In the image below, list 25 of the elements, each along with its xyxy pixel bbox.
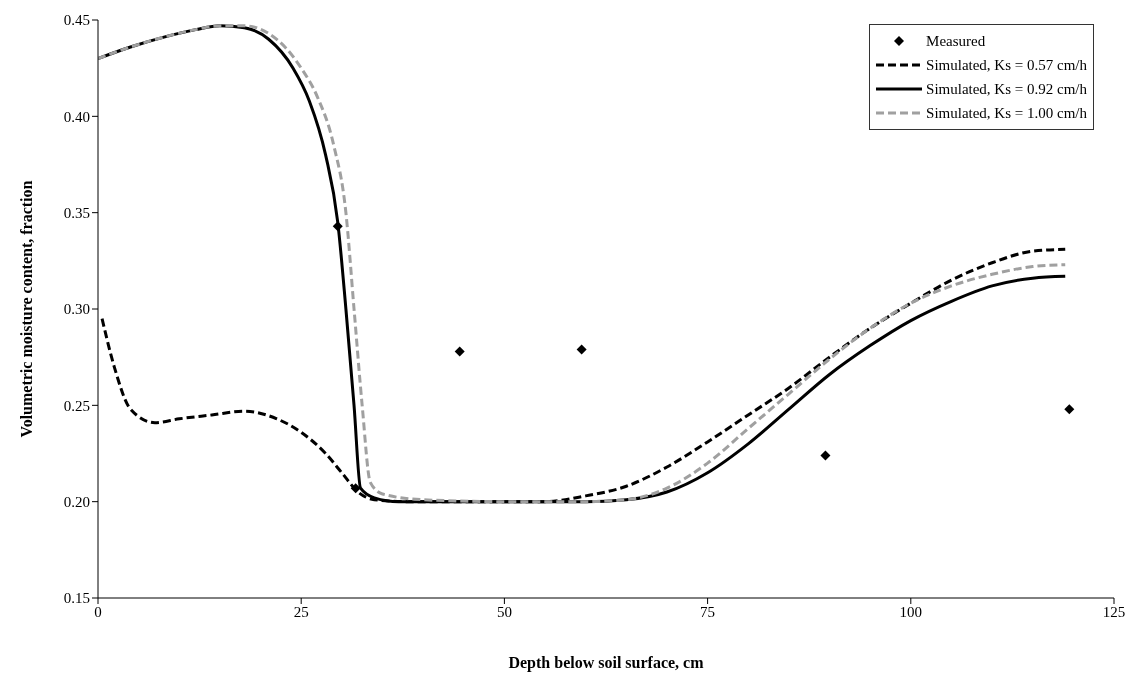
x-tick-label: 0 (94, 603, 102, 620)
legend-label: Simulated, Ks = 0.57 cm/h (926, 56, 1087, 74)
x-tick-label: 75 (700, 603, 716, 620)
x-tick-label: 50 (496, 603, 512, 620)
point (454, 346, 465, 357)
point (332, 221, 343, 232)
x-tick-label: 25 (293, 603, 309, 620)
y-tick-label: 0.35 (63, 204, 90, 221)
point (350, 483, 361, 494)
y-tick-label: 0.15 (63, 590, 90, 607)
point (1064, 404, 1075, 415)
legend-label: Measured (926, 32, 986, 50)
legend-label: Simulated, Ks = 1.00 cm/h (926, 104, 1087, 122)
x-axis-title: Depth below soil surface, cm (508, 654, 705, 672)
legend-label: Simulated, Ks = 0.92 cm/h (926, 80, 1087, 98)
y-tick-label: 0.25 (63, 397, 90, 414)
x-tick-label: 125 (1102, 603, 1126, 620)
y-tick-label: 0.40 (63, 108, 90, 125)
y-tick-label: 0.20 (63, 493, 90, 510)
y-tick-label: 0.30 (63, 301, 90, 318)
y-axis-title: Volumetric moisture content, fraction (17, 180, 35, 438)
x-tick-label: 100 (899, 603, 923, 620)
y-tick-label: 0.45 (63, 12, 90, 29)
point (576, 344, 587, 355)
point (820, 450, 831, 461)
